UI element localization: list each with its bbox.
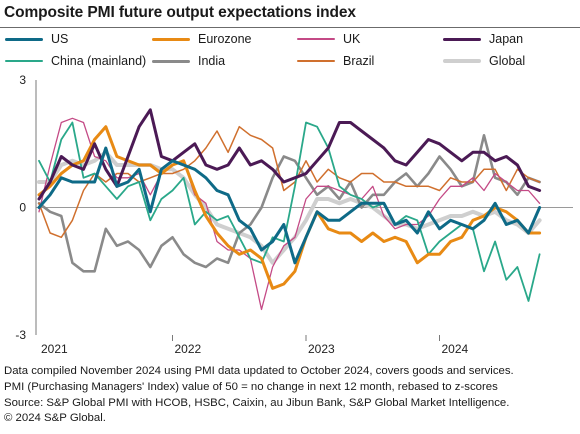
x-tick-label: 2024	[442, 342, 469, 356]
legend-item-eurozone: Eurozone	[152, 32, 252, 46]
legend-label-us: US	[51, 32, 69, 46]
legend-swatch-china	[5, 60, 43, 62]
legend-item-uk: UK	[297, 32, 360, 46]
legend-label-india: India	[198, 54, 226, 68]
legend-label-global: Global	[489, 54, 526, 68]
legend-swatch-global	[443, 59, 481, 63]
title-rule	[0, 27, 580, 28]
series-line-india	[37, 133, 541, 273]
series-line-us	[37, 146, 542, 265]
chart-title: Composite PMI future output expectations…	[4, 4, 356, 21]
y-tick-label: 3	[19, 73, 26, 87]
legend-item-us: US	[5, 32, 68, 46]
legend-item-global: Global	[443, 54, 525, 68]
y-tick-label: -3	[15, 328, 26, 342]
note-copyright: © 2024 S&P Global.	[4, 412, 106, 425]
legend-label-eurozone: Eurozone	[198, 32, 252, 46]
legend-swatch-us	[5, 37, 43, 41]
x-tick-label: 2021	[41, 342, 68, 356]
series-line-china-mainland	[38, 121, 541, 302]
legend-label-uk: UK	[343, 32, 361, 46]
legend-item-brazil: Brazil	[297, 54, 374, 68]
x-tick-label: 2023	[308, 342, 335, 356]
line-chart: 3 0 -3 2021 2022 2023 2024	[15, 73, 573, 356]
note-pmi-definition: PMI (Purchasing Managers' Index) value o…	[4, 380, 498, 393]
chart-notes: Data compiled November 2024 using PMI da…	[4, 364, 514, 427]
legend-label-china: China (mainland)	[51, 54, 147, 68]
x-tick-label: 2022	[175, 342, 202, 356]
legend-swatch-brazil	[297, 60, 335, 62]
series-line-japan	[37, 108, 542, 201]
legend-swatch-india	[152, 59, 190, 63]
chart-legend: US Eurozone UK Japan China (mainland) In…	[0, 30, 580, 74]
legend-label-brazil: Brazil	[343, 54, 375, 68]
note-source: Source: S&P Global PMI with HCOB, HSBC, …	[4, 396, 510, 409]
legend-item-china: China (mainland)	[5, 54, 146, 68]
legend-swatch-uk	[297, 38, 335, 40]
legend-item-india: India	[152, 54, 225, 68]
y-tick-label: 0	[19, 201, 26, 215]
legend-swatch-japan	[443, 37, 481, 41]
legend-label-japan: Japan	[489, 32, 524, 46]
note-data-compiled: Data compiled November 2024 using PMI da…	[4, 365, 514, 377]
series-line-eurozone	[37, 125, 542, 290]
legend-swatch-eurozone	[152, 37, 190, 41]
legend-item-japan: Japan	[443, 32, 523, 46]
